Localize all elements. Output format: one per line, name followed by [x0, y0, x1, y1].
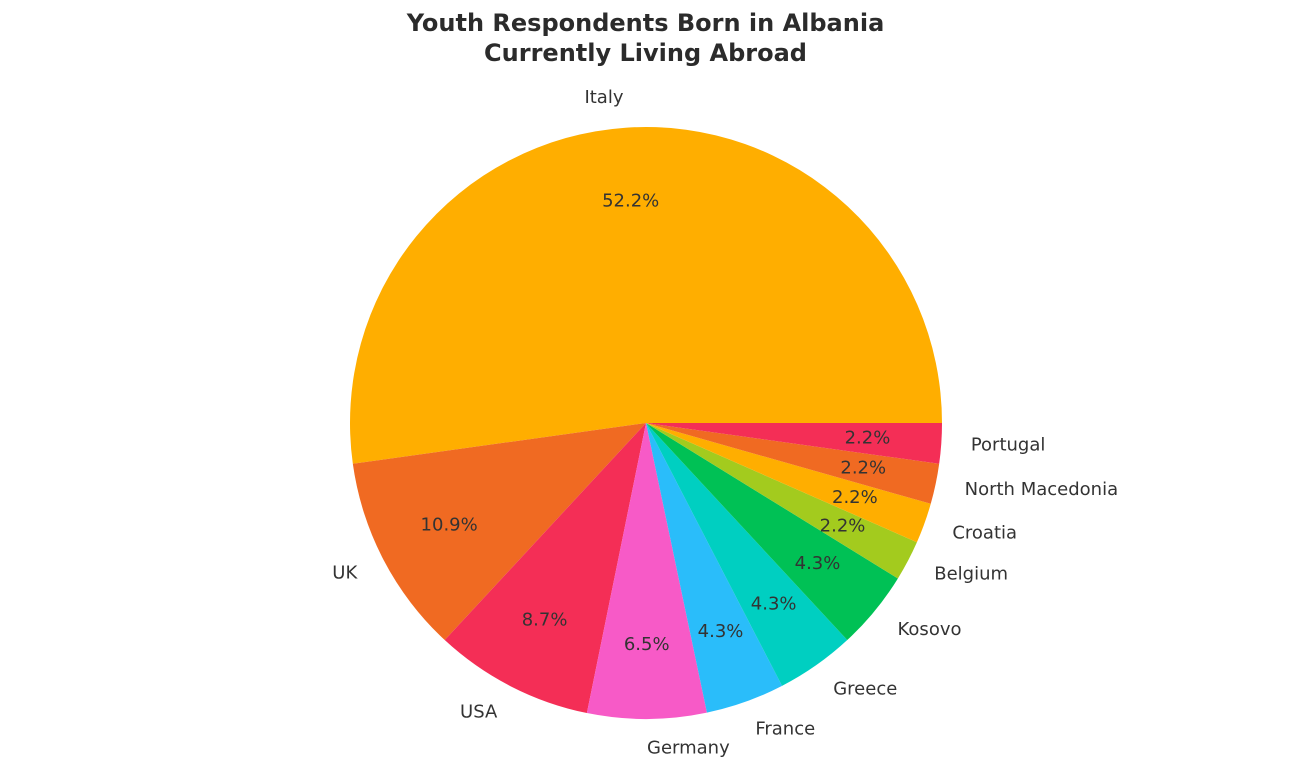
percent-label: 2.2% — [845, 427, 891, 448]
percent-label: 2.2% — [840, 458, 886, 479]
pie-slice — [349, 126, 942, 464]
percent-label: 10.9% — [421, 515, 478, 536]
slice-label: North Macedonia — [965, 479, 1118, 500]
pie-slice — [646, 423, 942, 464]
slice-label: Croatia — [952, 522, 1017, 543]
percent-label: 2.2% — [820, 515, 866, 536]
pie-slice — [586, 423, 707, 720]
percent-label: 4.3% — [751, 594, 797, 615]
percent-label: 8.7% — [522, 609, 568, 630]
slice-label: Greece — [833, 678, 897, 699]
slice-label: Kosovo — [898, 619, 962, 640]
pie-slice — [646, 423, 898, 641]
pie-slice — [444, 423, 646, 714]
percent-label: 4.3% — [795, 553, 841, 574]
percent-label: 2.2% — [832, 487, 878, 508]
chart-title: Youth Respondents Born in Albania Curren… — [406, 9, 885, 67]
pie-slice — [646, 423, 783, 713]
pie-slice — [646, 423, 940, 504]
slice-label: Portugal — [971, 434, 1046, 455]
percent-label: 52.2% — [602, 191, 659, 212]
percent-label: 6.5% — [624, 634, 670, 655]
slice-label: Germany — [647, 738, 730, 759]
slice-label: France — [755, 719, 815, 740]
slice-label: UK — [332, 563, 358, 584]
pie-slice — [646, 423, 917, 579]
pie-slice — [352, 423, 646, 641]
pie-slice — [646, 423, 848, 686]
pie-slice — [646, 423, 931, 543]
percent-label: 4.3% — [698, 621, 744, 642]
slice-label: Italy — [584, 87, 623, 108]
slice-label: USA — [460, 702, 498, 723]
slice-label: Belgium — [934, 563, 1008, 584]
